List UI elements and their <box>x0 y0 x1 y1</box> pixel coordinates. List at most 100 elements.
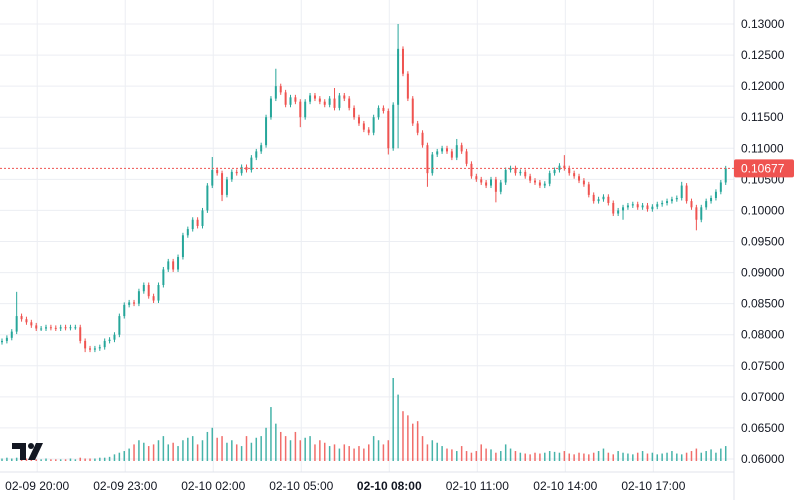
volume-bar <box>500 451 502 461</box>
candle-body <box>25 319 28 323</box>
candle-body <box>225 179 228 195</box>
candle-body <box>309 95 312 102</box>
volume-bar <box>387 440 390 461</box>
candle-body <box>401 48 404 74</box>
volume-bar <box>118 452 121 461</box>
candle-body <box>265 117 268 146</box>
volume-bar <box>680 454 683 461</box>
volume-bar <box>64 459 67 461</box>
volume-bar <box>69 458 72 461</box>
price-tick-label: 0.08000 <box>741 328 785 342</box>
candle-body <box>167 261 170 270</box>
volume-bar <box>353 448 355 461</box>
candle-body <box>670 199 673 202</box>
volume-bar <box>235 444 238 461</box>
candle-body <box>587 184 590 195</box>
candle-body <box>680 185 683 198</box>
volume-bar <box>50 459 52 461</box>
price-tick-label: 0.12000 <box>741 79 785 93</box>
volume-bar <box>568 453 570 461</box>
candle-body <box>211 170 214 186</box>
volume-bar <box>309 436 311 461</box>
candle-body <box>436 151 439 155</box>
volume-bar <box>421 436 424 461</box>
time-axis[interactable]: 02-09 20:00 02-09 23:00 02-10 02:00 02-10 0… <box>5 479 686 493</box>
candle-body <box>460 145 463 152</box>
candle-body <box>705 201 708 208</box>
volume-bar <box>397 394 399 461</box>
candle-body <box>157 285 160 301</box>
candle-body <box>162 269 165 285</box>
volume-bar <box>602 448 605 461</box>
volume-bar <box>724 446 727 461</box>
volume-bar <box>157 440 160 461</box>
volume-bar <box>333 444 336 461</box>
price-tick-label: 0.10000 <box>741 203 785 217</box>
candle-body <box>617 210 620 214</box>
volume-bar <box>11 458 13 461</box>
volume-bar <box>544 452 546 461</box>
candle-body <box>113 334 116 340</box>
volume-bar <box>162 436 165 461</box>
candle-body <box>475 176 478 180</box>
candle-body <box>343 95 346 99</box>
candle-body <box>700 207 703 220</box>
volume-bar <box>270 407 272 461</box>
volume-bar <box>720 448 722 461</box>
candle-body <box>582 180 585 185</box>
candle-body <box>695 207 698 220</box>
candle-body <box>318 98 321 102</box>
volume-bar <box>89 458 91 461</box>
price-tick-label: 0.12500 <box>741 48 785 62</box>
volume-bar <box>123 451 125 461</box>
volume-bar <box>128 448 130 461</box>
volume-bar <box>465 451 468 461</box>
candle-body <box>455 145 458 158</box>
candle-body <box>719 182 722 192</box>
volume-bar <box>99 457 101 461</box>
candle-body <box>59 327 62 329</box>
candle-body <box>470 163 473 177</box>
candle-body <box>558 165 561 171</box>
volume-bar <box>661 453 663 461</box>
price-axis[interactable]: 0.130000.125000.120000.115000.110000.105… <box>741 17 785 466</box>
candle-body <box>411 98 414 124</box>
volume-bar <box>519 452 522 461</box>
volume-bar <box>289 440 292 461</box>
volume-bar <box>426 444 429 461</box>
volume-bar <box>45 458 47 461</box>
price-tick-label: 0.06000 <box>741 452 785 466</box>
volume-bar <box>431 440 434 461</box>
volume-bar <box>485 448 487 461</box>
volume-bar <box>685 452 688 461</box>
candle-body <box>128 302 131 305</box>
candle-body <box>103 340 106 348</box>
volume-bar <box>40 459 42 461</box>
candle-body <box>641 205 644 208</box>
price-tick-label: 0.11500 <box>741 110 784 124</box>
volume-bar <box>612 454 614 461</box>
candle-body <box>221 173 224 195</box>
candle-body <box>304 101 307 118</box>
volume-bar <box>133 444 135 461</box>
candle-body <box>353 107 356 118</box>
candle-body <box>661 202 664 205</box>
candle-body <box>177 257 180 270</box>
candle-body <box>450 151 453 158</box>
candle-body <box>656 204 659 207</box>
volume-bar <box>651 452 654 461</box>
volume-bar <box>436 442 438 461</box>
volume-bar <box>558 452 561 461</box>
candle-body <box>45 327 48 329</box>
volume-bar <box>147 446 150 461</box>
price-tick-label: 0.11000 <box>741 141 784 155</box>
candle-body <box>514 168 517 174</box>
tradingview-logo[interactable] <box>12 443 43 460</box>
candle-body <box>191 219 194 230</box>
volume-bar <box>74 459 77 461</box>
candle-body <box>274 86 277 99</box>
candle-body <box>646 205 649 210</box>
candle-body <box>250 157 253 171</box>
volume-bar <box>407 415 409 461</box>
